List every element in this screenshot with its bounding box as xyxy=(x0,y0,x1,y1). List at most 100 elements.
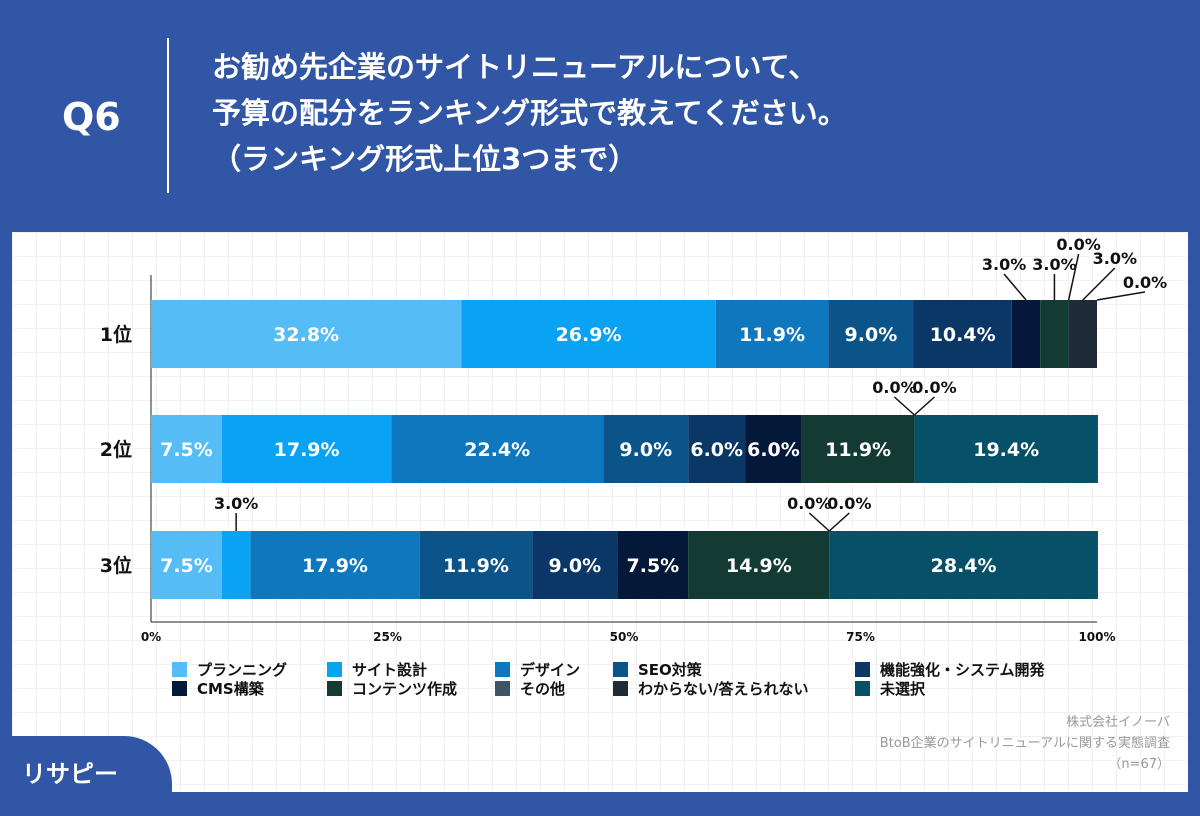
bar-segment xyxy=(1040,300,1069,368)
bar-segment xyxy=(801,415,915,483)
legend-swatch xyxy=(855,662,870,677)
legend-swatch xyxy=(495,662,510,677)
bar-segment xyxy=(603,415,689,483)
legend-label: デザイン xyxy=(520,661,581,679)
logo: リサピー xyxy=(0,736,172,816)
legend-label: CMS構築 xyxy=(197,680,264,698)
source: 株式会社イノーバ BtoB企業のサイトリニューアルに関する実態調査 （n=67） xyxy=(880,712,1170,775)
data-label: 22.4% xyxy=(464,439,530,461)
legend-label: プランニング xyxy=(197,661,288,679)
title-line: （ランキング形式上位3つまで） xyxy=(212,142,638,176)
leader-line xyxy=(1067,253,1080,301)
leader-line xyxy=(808,512,830,532)
data-label: 3.0% xyxy=(1032,255,1076,274)
bar-segment xyxy=(688,531,830,599)
title-line: 予算の配分をランキング形式で教えてください。 xyxy=(212,96,847,130)
bar-segment xyxy=(221,415,392,483)
bar-segment xyxy=(828,300,914,368)
bar-segment xyxy=(151,415,222,483)
bar-segment xyxy=(151,300,462,368)
category-label: 2位 xyxy=(100,438,132,461)
data-label: 0.0% xyxy=(872,378,916,397)
data-label: 3.0% xyxy=(1093,249,1137,268)
sample-size: （n=67） xyxy=(1108,757,1170,772)
data-label: 0.0% xyxy=(827,494,871,513)
leader-line xyxy=(1082,267,1116,301)
data-label: 9.0% xyxy=(548,555,601,577)
bar-segment xyxy=(715,300,829,368)
bar-segment xyxy=(419,531,533,599)
data-label: 9.0% xyxy=(619,439,672,461)
data-label: 26.9% xyxy=(556,324,622,346)
data-label: 0.0% xyxy=(1123,273,1167,292)
data-label: 17.9% xyxy=(274,439,340,461)
data-label: 0.0% xyxy=(1056,235,1100,254)
legend-item: その他 xyxy=(495,680,613,698)
legend: プランニング サイト設計 デザイン SEO対策 機能強化・システム開発 CMS構築 コンテン… xyxy=(172,661,1075,698)
legend-item: CMS構築 xyxy=(172,680,327,698)
data-label: 17.9% xyxy=(302,555,368,577)
data-label: 11.9% xyxy=(739,324,805,346)
bar-segment xyxy=(461,300,716,368)
data-label: 6.0% xyxy=(690,439,743,461)
x-tick-label: 0% xyxy=(141,630,161,644)
x-tick-label: 25% xyxy=(373,630,402,644)
legend-label: わからない/答えられない xyxy=(638,680,809,698)
data-label: 0.0% xyxy=(912,378,956,397)
bar-segment xyxy=(532,531,618,599)
bar-segment xyxy=(221,531,251,599)
leader-line xyxy=(913,396,935,416)
data-label: 7.5% xyxy=(627,555,680,577)
legend-swatch xyxy=(613,662,628,677)
legend-label: サイト設計 xyxy=(352,661,428,679)
bar-segment xyxy=(151,531,222,599)
bar-segment xyxy=(914,415,1098,483)
data-label: 9.0% xyxy=(845,324,898,346)
bar-segment xyxy=(1011,300,1041,368)
bar-segment xyxy=(250,531,420,599)
data-label: 7.5% xyxy=(160,555,213,577)
leader-line xyxy=(893,396,915,416)
legend-swatch xyxy=(172,662,187,677)
legend-item: コンテンツ作成 xyxy=(327,680,495,698)
data-label: 3.0% xyxy=(214,494,258,513)
legend-item: 機能強化・システム開発 xyxy=(855,661,1075,679)
source-survey: BtoB企業のサイトリニューアルに関する実態調査 xyxy=(879,736,1170,751)
leader-line xyxy=(1096,291,1146,301)
leader-line xyxy=(1003,273,1027,301)
bar-segment xyxy=(1068,300,1097,368)
data-label: 6.0% xyxy=(747,439,800,461)
legend-label: SEO対策 xyxy=(638,661,702,679)
legend-item: デザイン xyxy=(495,661,613,679)
bar-segment xyxy=(688,415,746,483)
category-label: 3位 xyxy=(100,554,132,577)
data-label: 7.5% xyxy=(160,439,213,461)
category-label: 1位 xyxy=(100,323,132,346)
legend-label: その他 xyxy=(520,680,566,698)
legend-swatch xyxy=(495,681,510,696)
legend-item: SEO対策 xyxy=(613,661,855,679)
legend-item: プランニング xyxy=(172,661,327,679)
bar-segment xyxy=(913,300,1012,368)
source-company: 株式会社イノーバ xyxy=(1066,715,1170,730)
data-label: 32.8% xyxy=(273,324,339,346)
legend-label: 機能強化・システム開発 xyxy=(880,661,1045,679)
legend-label: 未選択 xyxy=(880,680,926,698)
data-label: 11.9% xyxy=(825,439,891,461)
leader-line xyxy=(828,512,850,532)
legend-item: わからない/答えられない xyxy=(613,680,855,698)
legend-item: サイト設計 xyxy=(327,661,495,679)
x-tick-label: 100% xyxy=(1078,630,1115,644)
bar-segment xyxy=(617,531,689,599)
legend-swatch xyxy=(327,681,342,696)
bar-segment xyxy=(745,415,802,483)
data-label: 10.4% xyxy=(930,324,996,346)
legend-swatch xyxy=(855,681,870,696)
divider xyxy=(167,38,169,193)
legend-swatch xyxy=(172,681,187,696)
logo-text: リサピー xyxy=(22,760,118,788)
x-tick-label: 50% xyxy=(610,630,639,644)
legend-item: 未選択 xyxy=(855,680,1075,698)
bar-segment xyxy=(391,415,604,483)
